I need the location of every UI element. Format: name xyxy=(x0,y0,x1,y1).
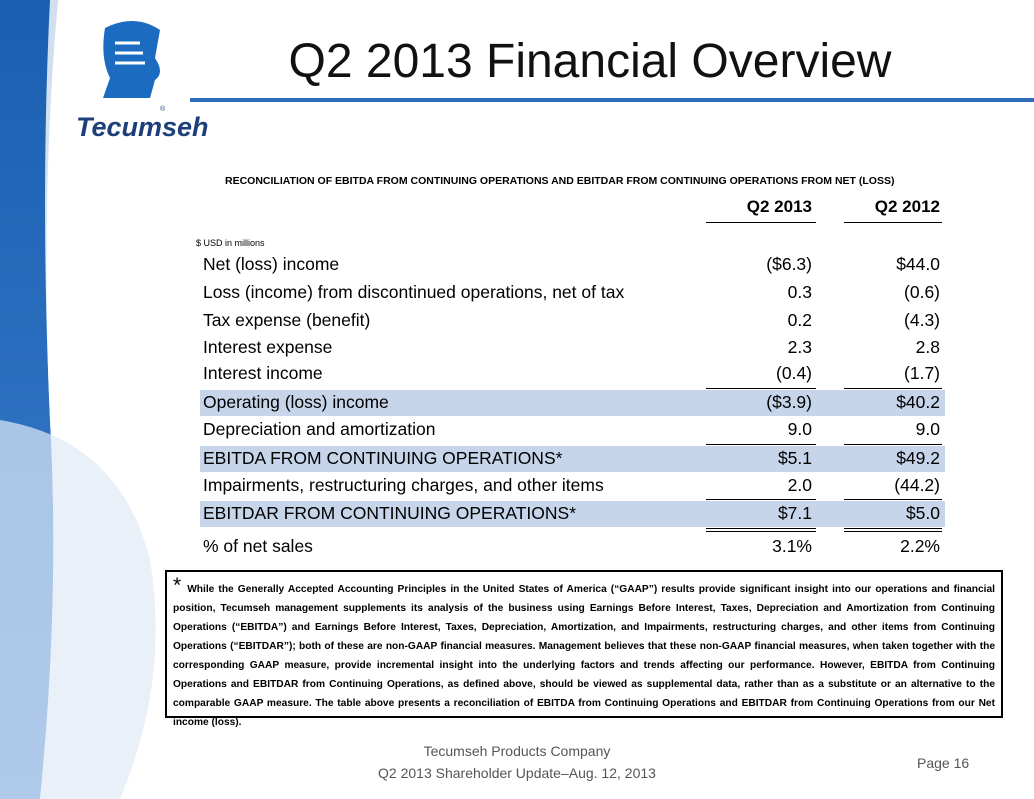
row-label: % of net sales xyxy=(203,536,313,556)
cell: $49.2 xyxy=(896,448,940,468)
sum-rule xyxy=(706,499,816,500)
row-label: Interest expense xyxy=(203,337,333,357)
cell: ($3.9) xyxy=(766,392,812,412)
double-rule xyxy=(844,528,942,529)
row-label: Impairments, restructuring charges, and … xyxy=(203,475,604,495)
sum-rule xyxy=(844,499,942,500)
cell: (44.2) xyxy=(894,475,940,495)
cell: 9.0 xyxy=(915,419,940,439)
cell: ($6.3) xyxy=(766,254,812,274)
column-header: Q2 2013 xyxy=(746,197,812,216)
page-number: Page 16 xyxy=(917,755,970,771)
cell: 9.0 xyxy=(787,419,812,439)
footnote: * While the Generally Accepted Accounting… xyxy=(165,570,1003,728)
column-rule xyxy=(706,222,816,223)
row-label: EBITDA FROM CONTINUING OPERATIONS* xyxy=(203,448,563,468)
cell: 0.3 xyxy=(787,282,812,302)
footer-event: Q2 2013 Shareholder Update–Aug. 12, 2013 xyxy=(378,765,656,781)
cell: $7.1 xyxy=(777,503,812,523)
row-highlight xyxy=(200,501,945,527)
cell: 2.0 xyxy=(787,475,812,495)
footnote-text: While the Generally Accepted Accounting … xyxy=(173,584,995,728)
title: Q2 2013 Financial Overview xyxy=(288,35,892,88)
sum-rule xyxy=(706,444,816,445)
cell: 0.2 xyxy=(787,310,812,330)
cell: (4.3) xyxy=(904,310,940,330)
cell: $40.2 xyxy=(896,392,940,412)
cell: 2.8 xyxy=(915,337,940,357)
row-label: Net (loss) income xyxy=(203,254,340,274)
row-label: Tax expense (benefit) xyxy=(203,310,371,330)
side-decoration xyxy=(0,0,156,799)
sum-rule xyxy=(706,388,816,389)
column-header: Q2 2012 xyxy=(874,197,940,216)
cell: $5.1 xyxy=(777,448,812,468)
unit-note: $ USD in millions xyxy=(196,238,265,248)
double-rule xyxy=(844,531,942,532)
cell: 3.1% xyxy=(772,536,812,556)
logo-icon xyxy=(103,20,160,98)
row-label: Loss (income) from discontinued operatio… xyxy=(203,282,625,302)
cell: (1.7) xyxy=(904,363,940,383)
footer-company: Tecumseh Products Company xyxy=(423,743,611,759)
title-rule xyxy=(190,98,1034,102)
logo-text: Tecumseh xyxy=(76,112,209,142)
double-rule xyxy=(706,531,816,532)
table-title: RECONCILIATION OF EBITDA FROM CONTINUING… xyxy=(225,175,895,187)
sum-rule xyxy=(844,388,942,389)
row-label: EBITDAR FROM CONTINUING OPERATIONS* xyxy=(203,503,577,523)
cell: $44.0 xyxy=(896,254,940,274)
cell: 2.2% xyxy=(900,536,940,556)
cell: (0.4) xyxy=(776,363,812,383)
cell: (0.6) xyxy=(904,282,940,302)
cell: 2.3 xyxy=(787,337,812,357)
row-highlight xyxy=(200,390,945,416)
row-label: Depreciation and amortization xyxy=(203,419,436,439)
sum-rule xyxy=(844,444,942,445)
row-label: Interest income xyxy=(203,363,323,383)
row-label: Operating (loss) income xyxy=(203,392,389,412)
row-highlight xyxy=(200,446,945,472)
cell: $5.0 xyxy=(905,503,940,523)
logo-mark: ® xyxy=(160,106,166,113)
footnote-marker: * xyxy=(173,574,182,597)
column-rule xyxy=(844,222,942,223)
double-rule xyxy=(706,528,816,529)
